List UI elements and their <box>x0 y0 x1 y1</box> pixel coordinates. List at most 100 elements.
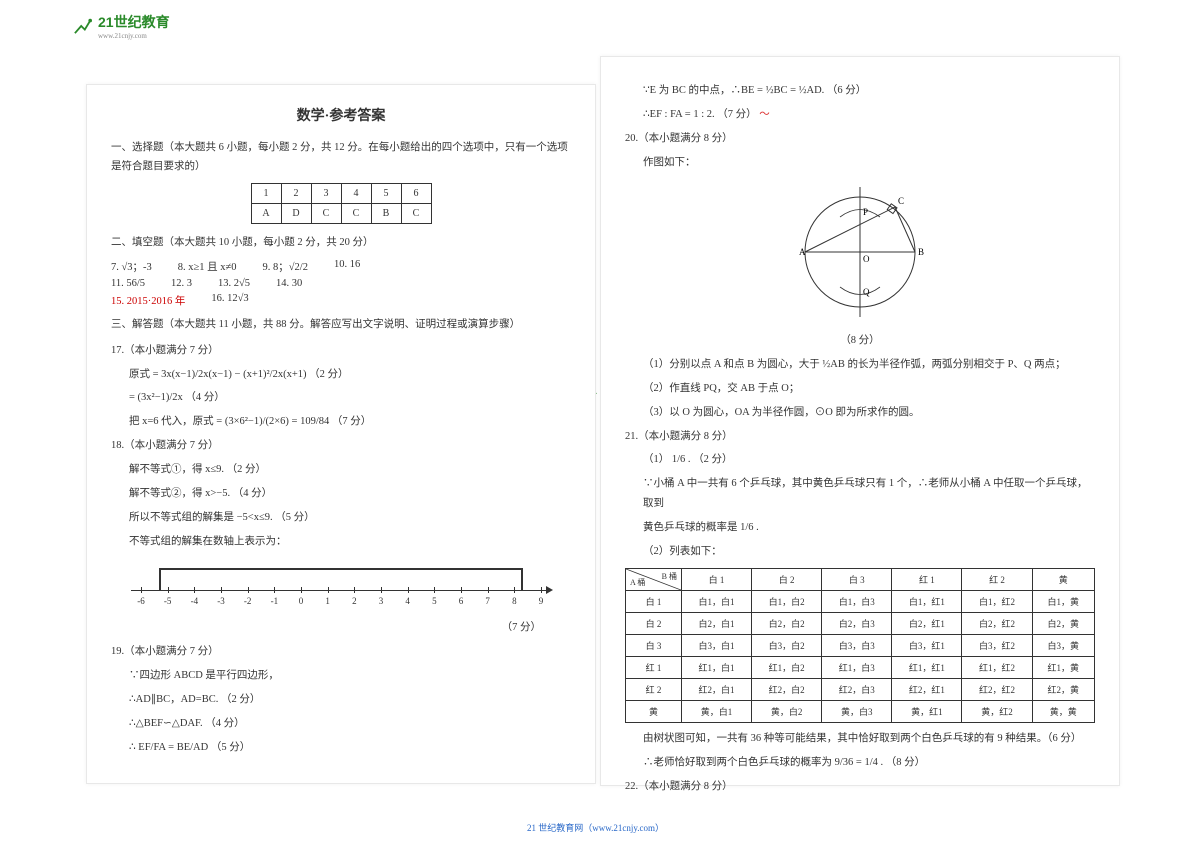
cell: 红2，白2 <box>752 679 822 701</box>
fill-item: 7. √3；-3 <box>111 259 152 274</box>
number-line-label: 3 <box>379 596 384 606</box>
number-line-diagram: -6-5-4-3-2-10123456789 <box>131 562 551 612</box>
number-line-label: 9 <box>539 596 544 606</box>
cell: 白3，红2 <box>962 635 1032 657</box>
number-line-tick <box>248 587 249 593</box>
cell: 白1，红2 <box>962 591 1032 613</box>
table-row: 黄黄，白1黄，白2黄，白3黄，红1黄，红2黄，黄 <box>626 701 1095 723</box>
cell: 6 <box>401 183 431 203</box>
table-row: 1 2 3 4 5 6 <box>251 183 431 203</box>
q20-step: （2）作直线 PQ，交 AB 于点 O； <box>625 379 1095 399</box>
cell: 5 <box>371 183 401 203</box>
diagram-label-A: A <box>799 247 806 257</box>
probability-table: B 桶 A 桶 白 1 白 2 白 3 红 1 红 2 黄 白 1白1，白1白1… <box>625 568 1095 723</box>
page-title: 数学·参考答案 <box>111 105 571 125</box>
red-mark-icon: ～ <box>759 109 770 120</box>
table-row: 白 3白3，白1白3，白2白3，白3白3，红1白3，红2白3，黄 <box>626 635 1095 657</box>
q19-step: ∴AD∥BC，AD=BC. （2 分） <box>111 690 571 710</box>
cell: 红2，白1 <box>682 679 752 701</box>
cell: C <box>311 203 341 223</box>
cell: 红1，红1 <box>892 657 962 679</box>
q17-step: 把 x=6 代入，原式 = (3×6²−1)/(2×6) = 109/84 （7… <box>111 412 571 432</box>
row-header: 白 1 <box>626 591 682 613</box>
diag-label-a: A 桶 <box>630 577 645 588</box>
q17-step: 原式 = 3x(x−1)/2x(x−1) − (x+1)²/2x(x+1) （2… <box>111 365 571 385</box>
number-line-tick <box>541 587 542 593</box>
fill-item: 13. 2√5 <box>218 278 250 289</box>
cell: 白1，红1 <box>892 591 962 613</box>
cell: 黄，红2 <box>962 701 1032 723</box>
cell: 白1，白3 <box>822 591 892 613</box>
cell: 黄，白1 <box>682 701 752 723</box>
q18-step: 解不等式②，得 x>−5. （4 分） <box>111 484 571 504</box>
fill-item: 9. 8；√2/2 <box>263 259 308 274</box>
q18-step: 解不等式①，得 x≤9. （2 分） <box>111 460 571 480</box>
table-row: B 桶 A 桶 白 1 白 2 白 3 红 1 红 2 黄 <box>626 569 1095 591</box>
cell: 红1，白3 <box>822 657 892 679</box>
fill-item: 16. 12√3 <box>211 293 248 308</box>
cell: 白1，白2 <box>752 591 822 613</box>
cell: 白2，白1 <box>682 613 752 635</box>
cell: 黄，白3 <box>822 701 892 723</box>
row-header: 红 1 <box>626 657 682 679</box>
cell: 2 <box>281 183 311 203</box>
number-line-label: -3 <box>217 596 225 606</box>
row-header: 黄 <box>626 701 682 723</box>
cell: 白3，白2 <box>752 635 822 657</box>
q20-score: （8 分） <box>625 331 1095 351</box>
q21-step: （1） 1/6 . （2 分） <box>625 450 1095 470</box>
cell: 红2，红1 <box>892 679 962 701</box>
q20-step: （3）以 O 为圆心，OA 为半径作圆，⊙O 即为所求作的圆。 <box>625 403 1095 423</box>
number-line-label: 6 <box>459 596 464 606</box>
section-2-heading: 二、填空题（本大题共 10 小题，每小题 2 分，共 20 分） <box>111 234 571 253</box>
fill-item: 12. 3 <box>171 278 192 289</box>
number-line-label: 7 <box>485 596 490 606</box>
q19-heading: 19.（本小题满分 7 分） <box>111 642 571 662</box>
logo-runner-icon <box>72 17 94 35</box>
fill-item: 11. 56/5 <box>111 278 145 289</box>
number-line-label: -5 <box>164 596 172 606</box>
q19-cont: ∴EF : FA = 1 : 2. （7 分） ～ <box>625 105 1095 125</box>
cell: 红1，红2 <box>962 657 1032 679</box>
answer-page-right: ∵E 为 BC 的中点，∴BE = ½BC = ½AD. （6 分） ∴EF :… <box>600 56 1120 786</box>
q19-step: ∴△BEF∽△DAF. （4 分） <box>111 714 571 734</box>
section-1-heading: 一、选择题（本大题共 6 小题，每小题 2 分，共 12 分。在每小题给出的四个… <box>111 139 571 177</box>
number-line-tick <box>354 587 355 593</box>
cell: 1 <box>251 183 281 203</box>
q18-step: 不等式组的解集在数轴上表示为： <box>111 532 571 552</box>
number-line-label: 1 <box>325 596 330 606</box>
q21-step: 由树状图可知，一共有 36 种等可能结果，其中恰好取到两个白色乒乓球的有 9 种… <box>625 729 1095 749</box>
q19-step: ∵四边形 ABCD 是平行四边形， <box>111 666 571 686</box>
cell: A <box>251 203 281 223</box>
number-line-tick <box>408 587 409 593</box>
number-line-tick <box>381 587 382 593</box>
answer-page-left: 数学·参考答案 一、选择题（本大题共 6 小题，每小题 2 分，共 12 分。在… <box>86 84 596 784</box>
diagram-label-Q: Q <box>863 287 870 297</box>
th: 白 3 <box>822 569 892 591</box>
q21-step: ∵小桶 A 中一共有 6 个乒乓球，其中黄色乒乓球只有 1 个，∴老师从小桶 A… <box>625 474 1095 514</box>
cell: 黄，红1 <box>892 701 962 723</box>
cell: 白3，白1 <box>682 635 752 657</box>
number-line-label: -1 <box>271 596 279 606</box>
number-line-tick <box>168 587 169 593</box>
q21-step: ∴老师恰好取到两个白色乒乓球的概率为 9/36 = 1/4 . （8 分） <box>625 753 1095 773</box>
cell: 白3，红1 <box>892 635 962 657</box>
cell: 白3，白3 <box>822 635 892 657</box>
cell: 白3，黄 <box>1032 635 1094 657</box>
table-row: A D C C B C <box>251 203 431 223</box>
cell: 黄，白2 <box>752 701 822 723</box>
q21-step: 黄色乒乓球的概率是 1/6 . <box>625 518 1095 538</box>
cell: 红1，黄 <box>1032 657 1094 679</box>
q19-cont-text: ∴EF : FA = 1 : 2. （7 分） <box>643 109 757 120</box>
th: 白 1 <box>682 569 752 591</box>
page-footer: 21 世纪教育网（www.21cnjy.com） <box>0 821 1191 834</box>
diagram-label-O: O <box>863 254 870 264</box>
number-line-tick <box>141 587 142 593</box>
cell: 红2，黄 <box>1032 679 1094 701</box>
section-3-heading: 三、解答题（本大题共 11 小题，共 88 分。解答应写出文字说明、证明过程或演… <box>111 316 571 335</box>
number-line-label: 0 <box>299 596 304 606</box>
cell: 4 <box>341 183 371 203</box>
q20-heading: 20.（本小题满分 8 分） <box>625 129 1095 149</box>
diagram-label-C: C <box>898 196 904 206</box>
number-line-label: 5 <box>432 596 437 606</box>
